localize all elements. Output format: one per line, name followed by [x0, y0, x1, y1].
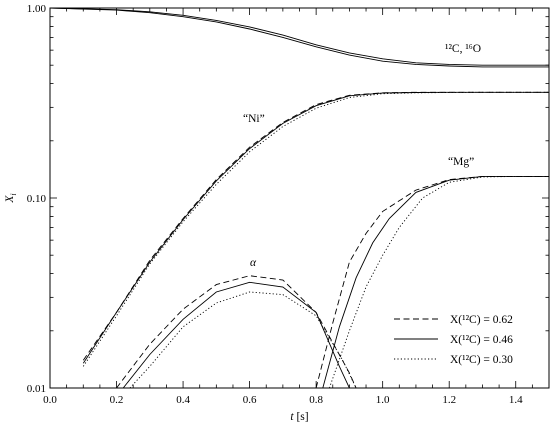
series-alpha-dashed-line: [116, 275, 357, 388]
annotation-mg: “Mg”: [448, 156, 474, 168]
x-tick-label: 1.0: [376, 394, 390, 406]
legend-label-dotted: X(¹²C) = 0.30: [450, 354, 513, 366]
x-tick-label: 0.4: [176, 394, 190, 406]
annotation-alpha: α: [250, 257, 257, 269]
y-tick-label: 0.01: [27, 383, 46, 395]
y-tick-label: 0.10: [27, 193, 47, 205]
plot-content: [50, 8, 549, 388]
x-tick-label: 0.8: [309, 394, 323, 406]
series-co-solid-a-line: [50, 8, 549, 68]
series-ni-dotted-line: [82, 91, 549, 367]
x-tick-label: 1.4: [509, 394, 523, 406]
x-tick-label: 0.2: [110, 394, 124, 406]
series-ni-solid-line: [82, 91, 549, 364]
annotation-ni: “Ni”: [243, 113, 265, 125]
y-axis-label: Xi: [4, 193, 18, 203]
x-axis-label: t [s]: [290, 411, 308, 423]
x-tick-label: 0.6: [243, 394, 257, 406]
legend: X(¹²C) = 0.62 X(¹²C) = 0.46 X(¹²C) = 0.30: [394, 314, 513, 366]
series-co-solid-b-line: [50, 8, 549, 66]
series-alpha-solid-line: [122, 281, 350, 388]
x-tick-label: 1.2: [442, 394, 456, 406]
series-mg-solid-line: [322, 175, 549, 388]
axis-ticks: 0.0 0.2 0.4 0.6 0.8 1.0 1.2 1.4 0.01 0.10 1.00: [27, 3, 549, 406]
series-mg-dotted-line: [328, 175, 549, 388]
series-alpha-dotted-line: [129, 291, 357, 388]
legend-label-dashed: X(¹²C) = 0.62: [450, 314, 513, 326]
legend-label-solid: X(¹²C) = 0.46: [450, 334, 513, 346]
curve-annotations: ¹²C, ¹⁶O “Ni” “Mg” α: [243, 43, 481, 269]
series-mg-dashed-line: [315, 175, 549, 388]
x-tick-label: 0.0: [43, 394, 57, 406]
y-tick-label: 1.00: [27, 3, 47, 15]
annotation-co: ¹²C, ¹⁶O: [445, 43, 481, 55]
